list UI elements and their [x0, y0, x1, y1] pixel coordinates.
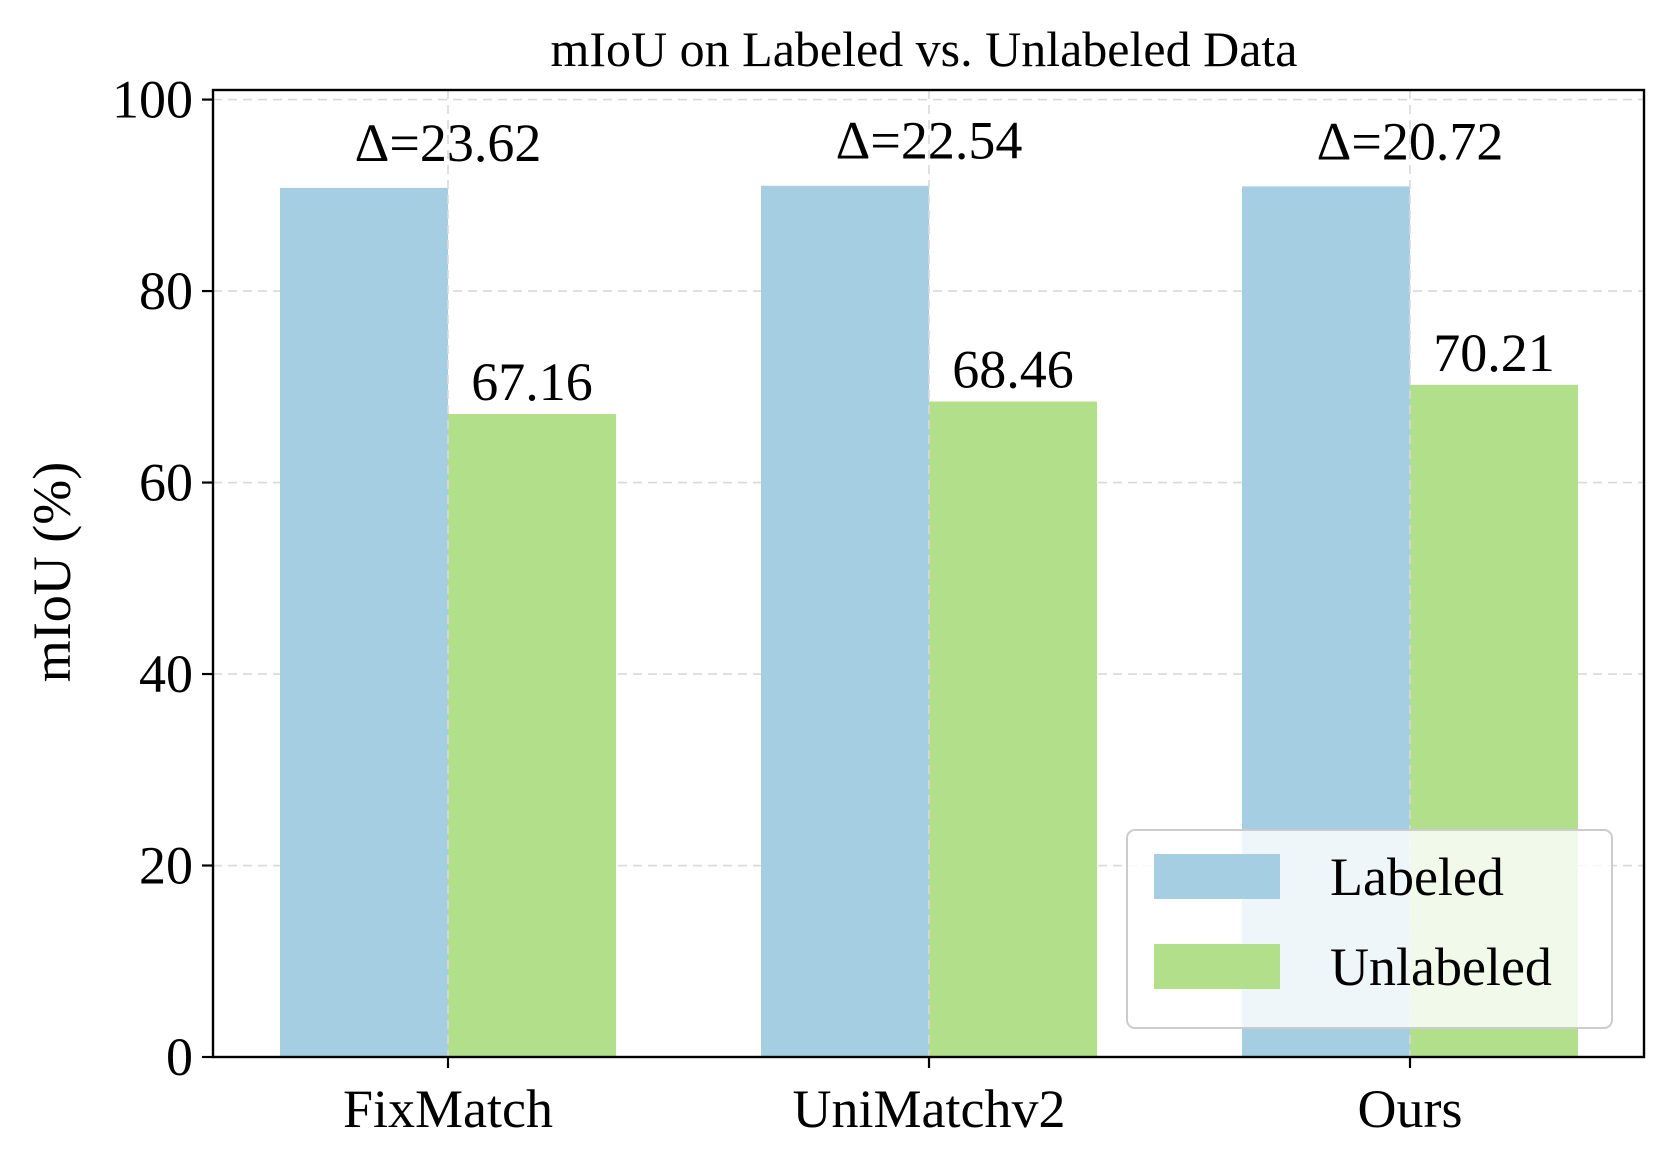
y-tick-label: 60 [139, 453, 193, 513]
chart-title: mIoU on Labeled vs. Unlabeled Data [551, 21, 1298, 77]
delta-label: Δ=20.72 [1317, 111, 1504, 171]
value-label: 70.21 [1433, 323, 1555, 383]
x-tick-label: FixMatch [343, 1079, 553, 1139]
x-tick-label: Ours [1358, 1079, 1463, 1139]
vertical-gridlines [447, 90, 1411, 1057]
data-labels: 67.16 68.46 70.21 Δ=23.62 Δ=22.54 Δ=20.72 [355, 111, 1555, 412]
value-label: 68.46 [952, 340, 1074, 400]
y-tick-label: 20 [139, 836, 193, 896]
bars [280, 185, 1578, 1058]
legend-label: Labeled [1330, 847, 1504, 907]
legend-label: Unlabeled [1330, 937, 1552, 997]
bar-labeled [761, 185, 929, 1058]
y-tick-label: 80 [139, 261, 193, 321]
y-axis-ticks: 0 20 40 60 80 100 [112, 70, 213, 1087]
delta-label: Δ=22.54 [836, 111, 1023, 171]
legend: Labeled Unlabeled [1126, 829, 1613, 1029]
x-tick-label: UniMatchv2 [793, 1079, 1066, 1139]
y-tick-label: 0 [166, 1027, 193, 1087]
bar-unlabeled [448, 413, 616, 1057]
bar-labeled [280, 187, 448, 1058]
legend-swatch-unlabeled [1154, 944, 1280, 989]
legend-swatch-labeled [1154, 854, 1280, 899]
y-axis-label: mIoU (%) [22, 462, 82, 682]
y-tick-label: 40 [139, 644, 193, 704]
x-axis-ticks: FixMatch UniMatchv2 Ours [343, 1057, 1463, 1139]
y-tick-label: 100 [112, 70, 193, 130]
value-label: 67.16 [471, 352, 593, 412]
delta-label: Δ=23.62 [355, 113, 542, 173]
bar-unlabeled [929, 401, 1097, 1057]
